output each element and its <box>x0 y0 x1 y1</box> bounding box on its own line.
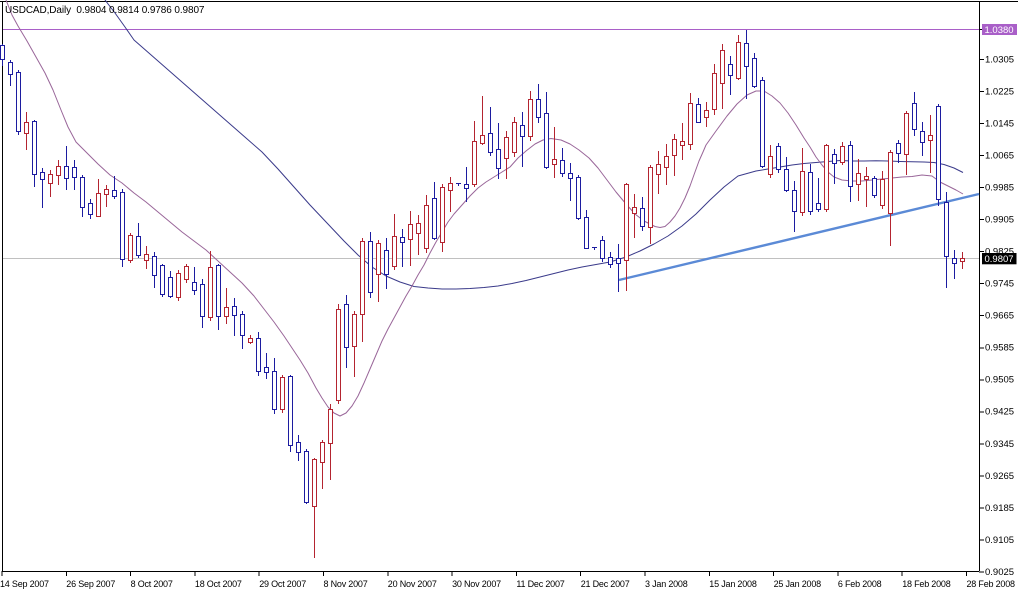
svg-text:0.9985: 0.9985 <box>985 183 1014 194</box>
svg-text:8 Nov 2007: 8 Nov 2007 <box>324 579 368 589</box>
svg-text:0.9185: 0.9185 <box>985 503 1014 514</box>
svg-text:0.9665: 0.9665 <box>985 311 1014 322</box>
svg-text:0.9265: 0.9265 <box>985 471 1014 482</box>
svg-text:0.9025: 0.9025 <box>985 567 1014 578</box>
svg-text:0.9807: 0.9807 <box>985 254 1014 265</box>
svg-text:1.0145: 1.0145 <box>985 119 1014 130</box>
svg-text:14 Sep 2007: 14 Sep 2007 <box>0 579 49 589</box>
svg-text:1.0380: 1.0380 <box>985 25 1014 36</box>
svg-text:21 Dec 2007: 21 Dec 2007 <box>581 579 630 589</box>
svg-text:18 Feb 2008: 18 Feb 2008 <box>902 579 951 589</box>
svg-text:0.9905: 0.9905 <box>985 215 1014 226</box>
svg-text:20 Nov 2007: 20 Nov 2007 <box>388 579 437 589</box>
svg-text:18 Oct 2007: 18 Oct 2007 <box>195 579 242 589</box>
svg-text:1.0225: 1.0225 <box>985 86 1014 97</box>
svg-text:0.9425: 0.9425 <box>985 407 1014 418</box>
svg-text:6 Feb 2008: 6 Feb 2008 <box>838 579 882 589</box>
svg-text:0.9585: 0.9585 <box>985 343 1014 354</box>
svg-text:8 Oct 2007: 8 Oct 2007 <box>131 579 173 589</box>
svg-text:29 Oct 2007: 29 Oct 2007 <box>259 579 306 589</box>
svg-text:1.0065: 1.0065 <box>985 151 1014 162</box>
svg-text:25 Jan 2008: 25 Jan 2008 <box>774 579 822 589</box>
svg-text:0.9825: 0.9825 <box>985 247 1014 258</box>
svg-text:0.9745: 0.9745 <box>985 279 1014 290</box>
svg-text:30 Nov 2007: 30 Nov 2007 <box>452 579 501 589</box>
svg-text:11 Dec 2007: 11 Dec 2007 <box>516 579 564 589</box>
svg-text:0.9345: 0.9345 <box>985 439 1014 450</box>
svg-text:28 Feb 2008: 28 Feb 2008 <box>967 579 1016 589</box>
svg-text:15 Jan 2008: 15 Jan 2008 <box>709 579 757 589</box>
svg-text:3 Jan 2008: 3 Jan 2008 <box>645 579 688 589</box>
svg-text:26 Sep 2007: 26 Sep 2007 <box>66 579 115 589</box>
svg-text:USDCAD,Daily 0.9804 0.9814 0.: USDCAD,Daily 0.9804 0.9814 0.9786 0.9807 <box>5 5 205 16</box>
svg-text:0.9505: 0.9505 <box>985 375 1014 386</box>
svg-text:0.9105: 0.9105 <box>985 535 1014 546</box>
svg-text:1.0305: 1.0305 <box>985 54 1014 65</box>
